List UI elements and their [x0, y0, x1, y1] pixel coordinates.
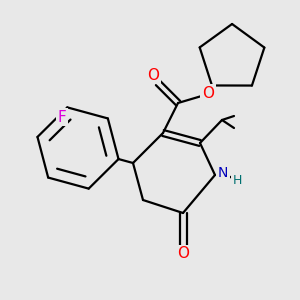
Text: N: N — [218, 166, 228, 180]
Text: H: H — [232, 173, 242, 187]
Text: O: O — [202, 85, 214, 100]
Text: O: O — [147, 68, 159, 82]
Text: O: O — [177, 247, 189, 262]
Text: F: F — [58, 110, 67, 125]
